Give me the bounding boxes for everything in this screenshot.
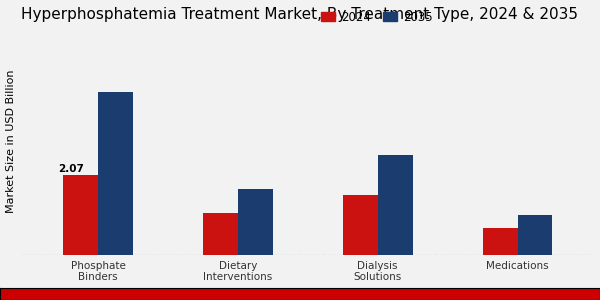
Y-axis label: Market Size in USD Billion: Market Size in USD Billion (5, 70, 16, 213)
Bar (377, 154, 413, 255)
Bar (518, 214, 553, 255)
Legend: 2024, 2035: 2024, 2035 (316, 6, 437, 28)
Bar (482, 228, 518, 255)
Text: Hyperphosphatemia Treatment Market, By Treatment Type, 2024 & 2035: Hyperphosphatemia Treatment Market, By T… (21, 7, 578, 22)
Text: 2.07: 2.07 (58, 164, 84, 174)
Bar (63, 175, 98, 255)
Bar (238, 189, 273, 255)
Bar (203, 213, 238, 255)
Bar (98, 92, 133, 255)
Bar (343, 195, 377, 255)
